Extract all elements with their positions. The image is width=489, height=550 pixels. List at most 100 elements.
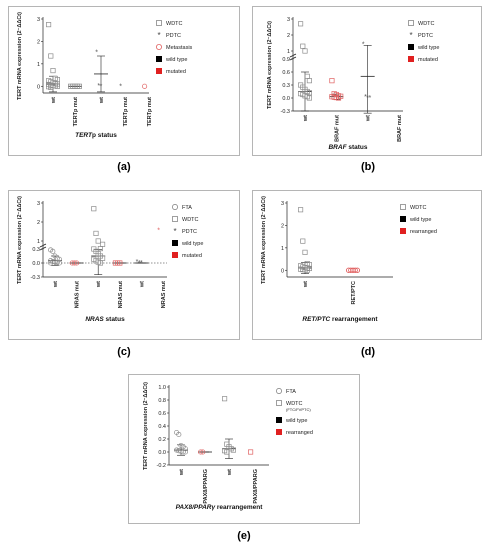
data-point-d-0-1	[300, 238, 306, 244]
axis-break-b	[289, 53, 297, 58]
data-point-b-2-3: *	[368, 95, 371, 102]
legend-label-b-1: PDTC	[418, 33, 433, 39]
x-axis-title-a: TERTp status	[75, 132, 117, 139]
y-tick-label-c-4: 2	[37, 220, 40, 226]
data-point-b-0-4	[306, 78, 312, 84]
x-tick-label-b-2: wt	[366, 115, 372, 122]
panel-label-b: (b)	[360, 161, 376, 173]
y-tick-label-d-2: 2	[281, 223, 284, 229]
x-tick-label-a-1: TERTp mut	[73, 97, 79, 126]
chart-panel-e: -0.2 0.0 0.2 0.4 0.6 0.8 1.0 TERT mRNA expressi…	[128, 374, 360, 524]
x-tick-label-e-2: wt	[227, 469, 233, 476]
data-point-a-1-4	[76, 83, 82, 89]
x-tick-label-c-5: NRAS mut	[161, 281, 167, 308]
data-point-e-3-0	[248, 449, 254, 455]
legend-label-e-2: wild type	[285, 418, 307, 424]
x-axis-title-rest-d: rearrangement	[330, 316, 378, 323]
data-point-c-2-1	[93, 230, 99, 236]
chart-panel-a: 0 1 2 3 TERT mRNA expression (2⁻ΔΔCt) wt TERTp…	[8, 6, 240, 156]
legend-label-b-3: mutated	[418, 57, 438, 63]
data-point-c-4-0: *	[136, 259, 139, 266]
legend-label-b-2: wild type	[417, 45, 439, 51]
x-tick-label-c-4: wt	[139, 281, 145, 288]
data-point-a-0-0	[46, 22, 52, 28]
legend-label-a-2: Metastasis	[166, 45, 193, 51]
legend-label-c-2: PDTC	[182, 229, 197, 235]
panel-label-a: (a)	[117, 161, 131, 173]
data-point-e-1-0	[198, 449, 204, 455]
data-point-e-0-5	[174, 447, 180, 453]
legend-marker-a-1: *	[157, 31, 160, 40]
legend-marker-d-1	[400, 216, 406, 222]
legend-label-a-0: WDTC	[166, 21, 183, 27]
axis-break-c	[39, 243, 47, 248]
data-point-d-1-8	[352, 267, 358, 273]
legend-label-a-1: PDTC	[166, 33, 181, 39]
chart-b-plot: -0.3 0.0 0.3 0.6 0.9 1 2 3 TERT mRNA expression …	[267, 17, 439, 151]
legend-marker-b-3	[408, 56, 414, 62]
chart-panel-c: -0.3 0.0 0.3 1 2 3 TERT mRNA expression (2⁻ΔΔC…	[8, 190, 240, 340]
x-axis-title-rest-b: status	[347, 144, 368, 151]
y-axis-label-c: TERT mRNA expression (2⁻ΔΔCt)	[17, 196, 23, 284]
legend-marker-a-0	[156, 20, 162, 26]
data-point-a-0-2	[50, 68, 56, 74]
y-tick-label-d-1: 1	[281, 246, 284, 252]
legend-sublabel-e-1: (FTC/FVPTC)	[286, 407, 311, 412]
data-point-c-3-2	[117, 260, 123, 266]
data-point-b-0-2	[302, 48, 308, 54]
data-point-d-0-13	[304, 267, 310, 273]
legend-label-c-0: FTA	[182, 205, 192, 211]
x-axis-title-rest-e: rearrangement	[215, 504, 263, 511]
legend-marker-d-2	[400, 228, 406, 234]
x-tick-label-b-3: BRAF mut	[397, 115, 403, 142]
data-point-b-1-8	[335, 95, 342, 101]
data-point-d-1-9	[354, 267, 360, 273]
data-point-e-0-9	[182, 449, 188, 455]
legend-marker-b-1: *	[409, 31, 412, 40]
legend-marker-b-0	[408, 20, 414, 26]
data-point-c-2-3	[97, 246, 103, 252]
y-tick-label-e-6: 1.0	[158, 385, 166, 391]
data-point-b-0-0	[298, 21, 304, 27]
legend-label-e-1: WDTC	[286, 401, 303, 407]
data-point-c-2-4	[100, 241, 106, 247]
x-tick-label-e-0: wt	[179, 469, 185, 476]
x-tick-label-a-2: wt	[99, 97, 105, 104]
data-point-a-0-14	[54, 83, 60, 89]
y-tick-label-e-0: -0.2	[157, 463, 166, 469]
y-tick-label-e-4: 0.6	[158, 411, 166, 417]
legend-marker-c-4	[172, 252, 178, 258]
y-tick-label-b-2: 0.3	[282, 83, 290, 89]
legend-marker-d-0	[400, 204, 406, 210]
x-axis-title-italic-b: BRAF	[328, 144, 347, 151]
chart-a-svg: 0 1 2 3 TERT mRNA expression (2⁻ΔΔCt) wt TERTp…	[17, 12, 193, 139]
data-point-e-2-6	[224, 449, 230, 455]
data-point-b-2-2: *	[366, 95, 369, 102]
data-point-c-1-1	[71, 260, 77, 266]
data-point-c-4-1: *	[138, 260, 141, 267]
x-tick-label-c-2: wt	[96, 281, 102, 288]
x-axis-title-c: NRAS status	[85, 316, 125, 323]
data-point-c-0-10	[48, 260, 54, 266]
chart-b-svg: -0.3 0.0 0.3 0.6 0.9 1 2 3 TERT mRNA expression …	[267, 17, 439, 151]
data-point-a-2-1: *	[97, 83, 100, 90]
data-point-c-2-2	[95, 238, 101, 244]
y-tick-label-a-2: 2	[37, 39, 40, 45]
y-tick-label-b-7: 3	[287, 17, 290, 23]
data-point-e-2-4	[230, 447, 236, 453]
legend-label-a-3: wild type	[165, 57, 187, 63]
x-axis-title-italic-e: PAX8/PPARγ	[176, 504, 216, 511]
legend-marker-e-2	[276, 417, 282, 423]
legend-marker-c-3	[172, 240, 178, 246]
y-tick-label-c-5: 3	[37, 201, 40, 207]
legend-label-c-3: wild type	[181, 241, 203, 247]
y-tick-label-a-3: 3	[37, 17, 40, 23]
data-point-c-0-9	[56, 260, 62, 266]
data-point-c-5-0: *	[157, 228, 160, 235]
chart-d-svg: 0 1 2 3 TERT mRNA expression (2⁻ΔΔCt) wt RET/P…	[261, 196, 437, 323]
x-tick-label-c-1: NRAS mut	[75, 281, 81, 308]
x-tick-label-b-0: wt	[303, 115, 309, 122]
x-tick-label-c-3: NRAS mut	[118, 281, 124, 308]
y-tick-label-b-1: 0.0	[282, 96, 290, 102]
legend-marker-a-2	[155, 44, 162, 51]
